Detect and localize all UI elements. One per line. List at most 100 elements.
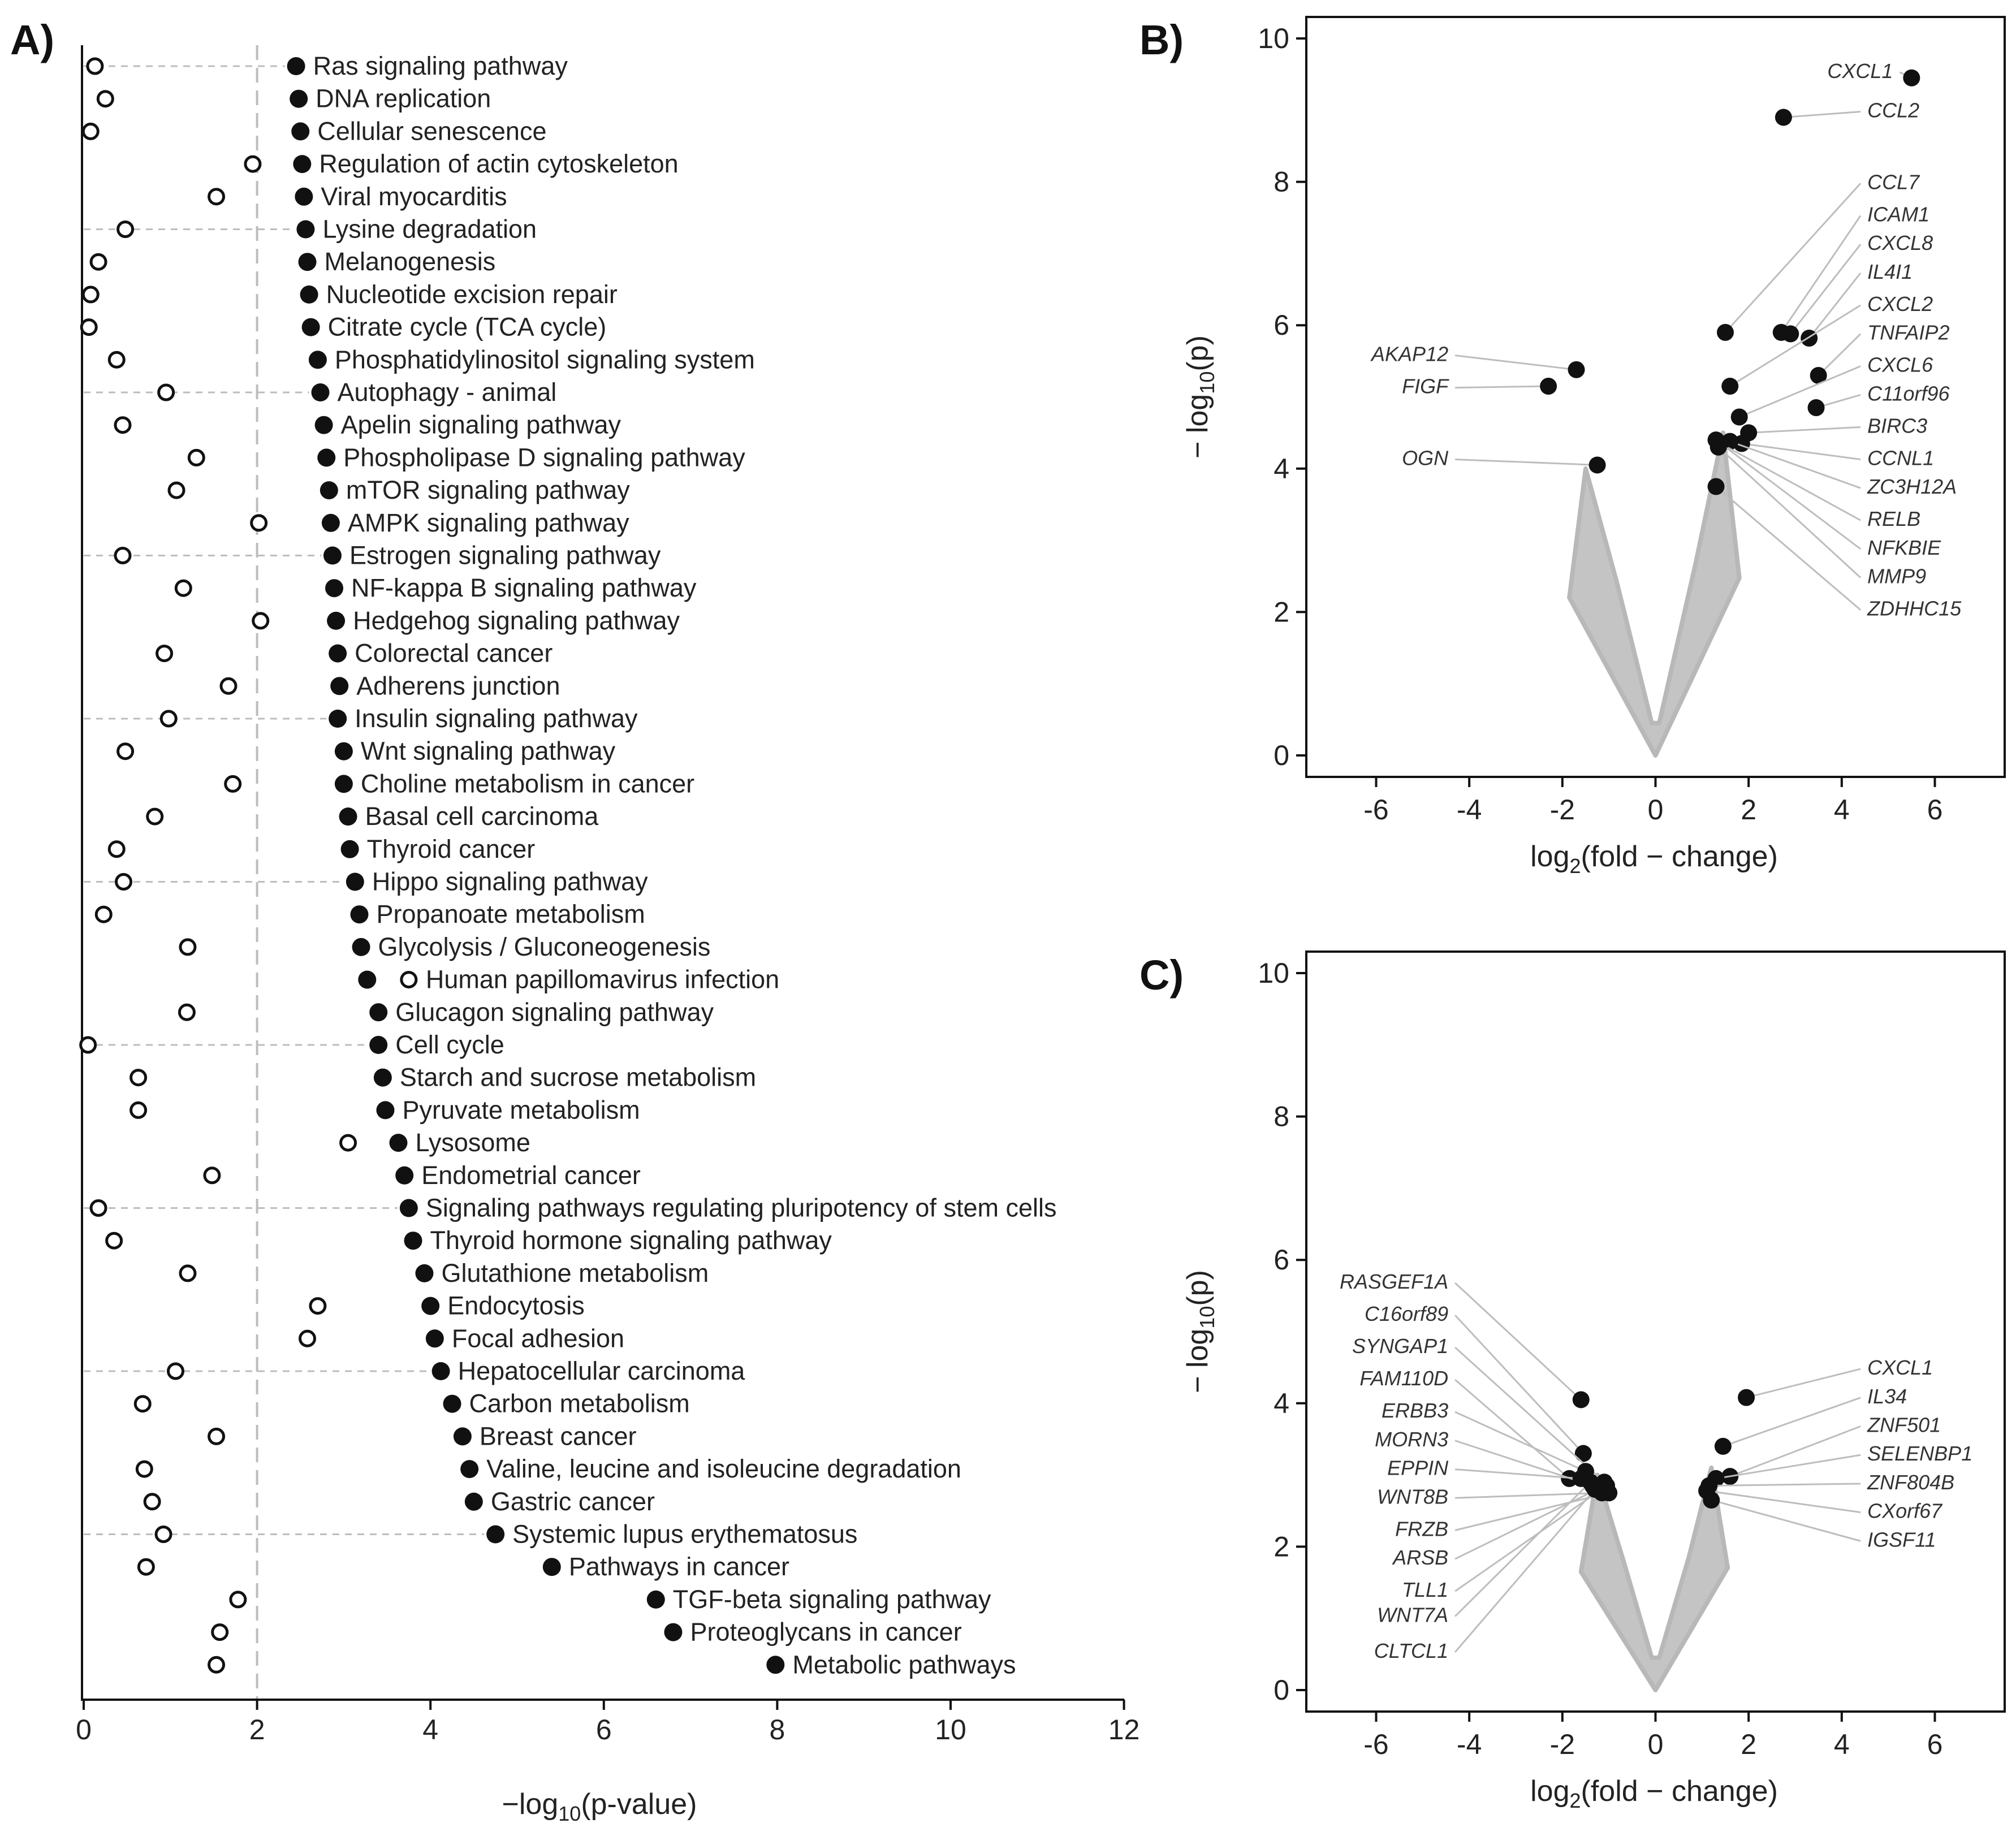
filled-point xyxy=(453,1427,472,1446)
gene-leader-line xyxy=(1454,1481,1591,1617)
gene-label: FAM110D xyxy=(1359,1367,1448,1390)
x-tick-label: -4 xyxy=(1457,1729,1482,1760)
x-tick-label: 0 xyxy=(76,1714,92,1745)
gene-label: OGN xyxy=(1402,446,1449,469)
pathway-label: Breast cancer xyxy=(480,1421,637,1450)
gene-label: RELB xyxy=(1867,507,1920,530)
filled-point xyxy=(346,872,364,891)
panel-c-label: C) xyxy=(1139,952,1184,999)
gene-label: ARSB xyxy=(1392,1546,1448,1569)
gene-leader-line xyxy=(1729,1425,1861,1477)
filled-point xyxy=(404,1232,422,1250)
open-point xyxy=(211,1623,229,1641)
open-point xyxy=(89,253,107,271)
gene-point xyxy=(1710,438,1727,456)
gene-leader-line xyxy=(1454,1492,1609,1531)
filled-point xyxy=(325,579,344,598)
open-point xyxy=(135,1460,153,1478)
gene-label: ZNF501 xyxy=(1867,1414,1941,1437)
pathway-label: DNA replication xyxy=(316,84,491,113)
open-point xyxy=(157,383,175,401)
gene-leader-line xyxy=(1729,440,1861,489)
panel-b-x-title-rest: (fold − change) xyxy=(1581,840,1778,873)
filled-point xyxy=(399,1199,418,1217)
non-significant-cloud xyxy=(1567,430,1742,758)
open-point xyxy=(115,873,133,891)
pathway-label: Melanogenesis xyxy=(325,247,496,276)
gene-label: C11orf96 xyxy=(1867,382,1950,405)
gene-point xyxy=(1568,361,1585,378)
gene-leader-line xyxy=(1454,1282,1582,1401)
pathway-label: Hepatocellular carcinoma xyxy=(458,1356,746,1385)
pathway-label: Signaling pathways regulating pluripoten… xyxy=(426,1194,1057,1222)
panel-a-label: A) xyxy=(10,16,54,63)
gene-label: SYNGAP1 xyxy=(1352,1334,1448,1358)
open-point xyxy=(229,1591,247,1609)
x-tick-label: 2 xyxy=(1741,1729,1756,1760)
open-point xyxy=(94,905,113,923)
y-tick-label: 0 xyxy=(1274,740,1289,771)
panel-a-x-title-rest: (p-value) xyxy=(581,1788,697,1821)
filled-point xyxy=(301,318,320,336)
x-tick-label: 4 xyxy=(1834,794,1850,826)
filled-point xyxy=(389,1134,408,1152)
filled-point xyxy=(415,1264,434,1282)
gene-label: NFKBIE xyxy=(1867,536,1941,559)
gene-label: CXCL1 xyxy=(1867,1356,1933,1379)
pathway-label: Thyroid cancer xyxy=(367,835,536,863)
x-tick-label: 10 xyxy=(935,1714,966,1745)
filled-point xyxy=(395,1166,414,1185)
pathway-label: Citrate cycle (TCA cycle) xyxy=(328,313,607,342)
panel-a-x-title-sub: 10 xyxy=(558,1802,581,1825)
panel-a-gridlines xyxy=(84,65,485,1535)
x-tick-label: 4 xyxy=(1834,1729,1850,1760)
filled-point xyxy=(369,1003,388,1022)
gene-label: WNT8B xyxy=(1377,1485,1448,1508)
open-point xyxy=(146,807,164,826)
filled-point xyxy=(339,807,357,826)
filled-point xyxy=(323,546,342,565)
gene-label: IGSF11 xyxy=(1867,1528,1936,1551)
gene-point xyxy=(1738,1389,1755,1406)
filled-point xyxy=(486,1525,505,1544)
filled-point xyxy=(431,1362,450,1380)
gene-point xyxy=(1775,109,1792,126)
open-point xyxy=(339,1134,357,1152)
gene-label: TNFAIP2 xyxy=(1867,321,1949,344)
filled-point xyxy=(291,122,310,141)
open-point xyxy=(166,1362,184,1380)
pathway-label: Colorectal cancer xyxy=(355,639,552,668)
pathway-label: Lysosome xyxy=(415,1128,530,1157)
gene-leader-line xyxy=(1455,1468,1581,1480)
pathway-label: Insulin signaling pathway xyxy=(355,704,638,733)
open-point xyxy=(208,1656,226,1674)
open-point xyxy=(179,1264,197,1282)
filled-point xyxy=(334,742,353,761)
gene-point xyxy=(1540,377,1557,395)
y-tick-label: 8 xyxy=(1274,1101,1289,1133)
gene-leader-line xyxy=(1454,1411,1586,1472)
x-tick-label: -2 xyxy=(1550,794,1575,826)
pathway-label: Proteoglycans in cancer xyxy=(690,1618,961,1647)
x-tick-label: 0 xyxy=(1648,794,1664,826)
open-point xyxy=(114,547,132,564)
gene-leader-line xyxy=(1783,111,1861,119)
gene-leader-line xyxy=(1780,215,1862,333)
pathway-label: Hedgehog signaling pathway xyxy=(353,606,680,635)
filled-point xyxy=(317,448,336,467)
filled-point xyxy=(425,1329,444,1348)
gene-leader-line xyxy=(1716,1454,1861,1480)
x-tick-label: -6 xyxy=(1363,1729,1388,1760)
panel-c-y-axis-title: − log10(p) xyxy=(1181,1270,1219,1393)
pathway-label: Wnt signaling pathway xyxy=(361,737,616,766)
filled-point xyxy=(369,1036,388,1054)
pathway-label: Choline metabolism in cancer xyxy=(361,769,694,798)
filled-point xyxy=(300,285,318,304)
gene-leader-line xyxy=(1749,426,1861,434)
filled-point xyxy=(314,416,333,434)
open-point xyxy=(137,1558,155,1576)
gene-leader-line xyxy=(1723,1397,1861,1448)
gene-point xyxy=(1574,1445,1592,1462)
gene-leader-line xyxy=(1709,1483,1861,1487)
